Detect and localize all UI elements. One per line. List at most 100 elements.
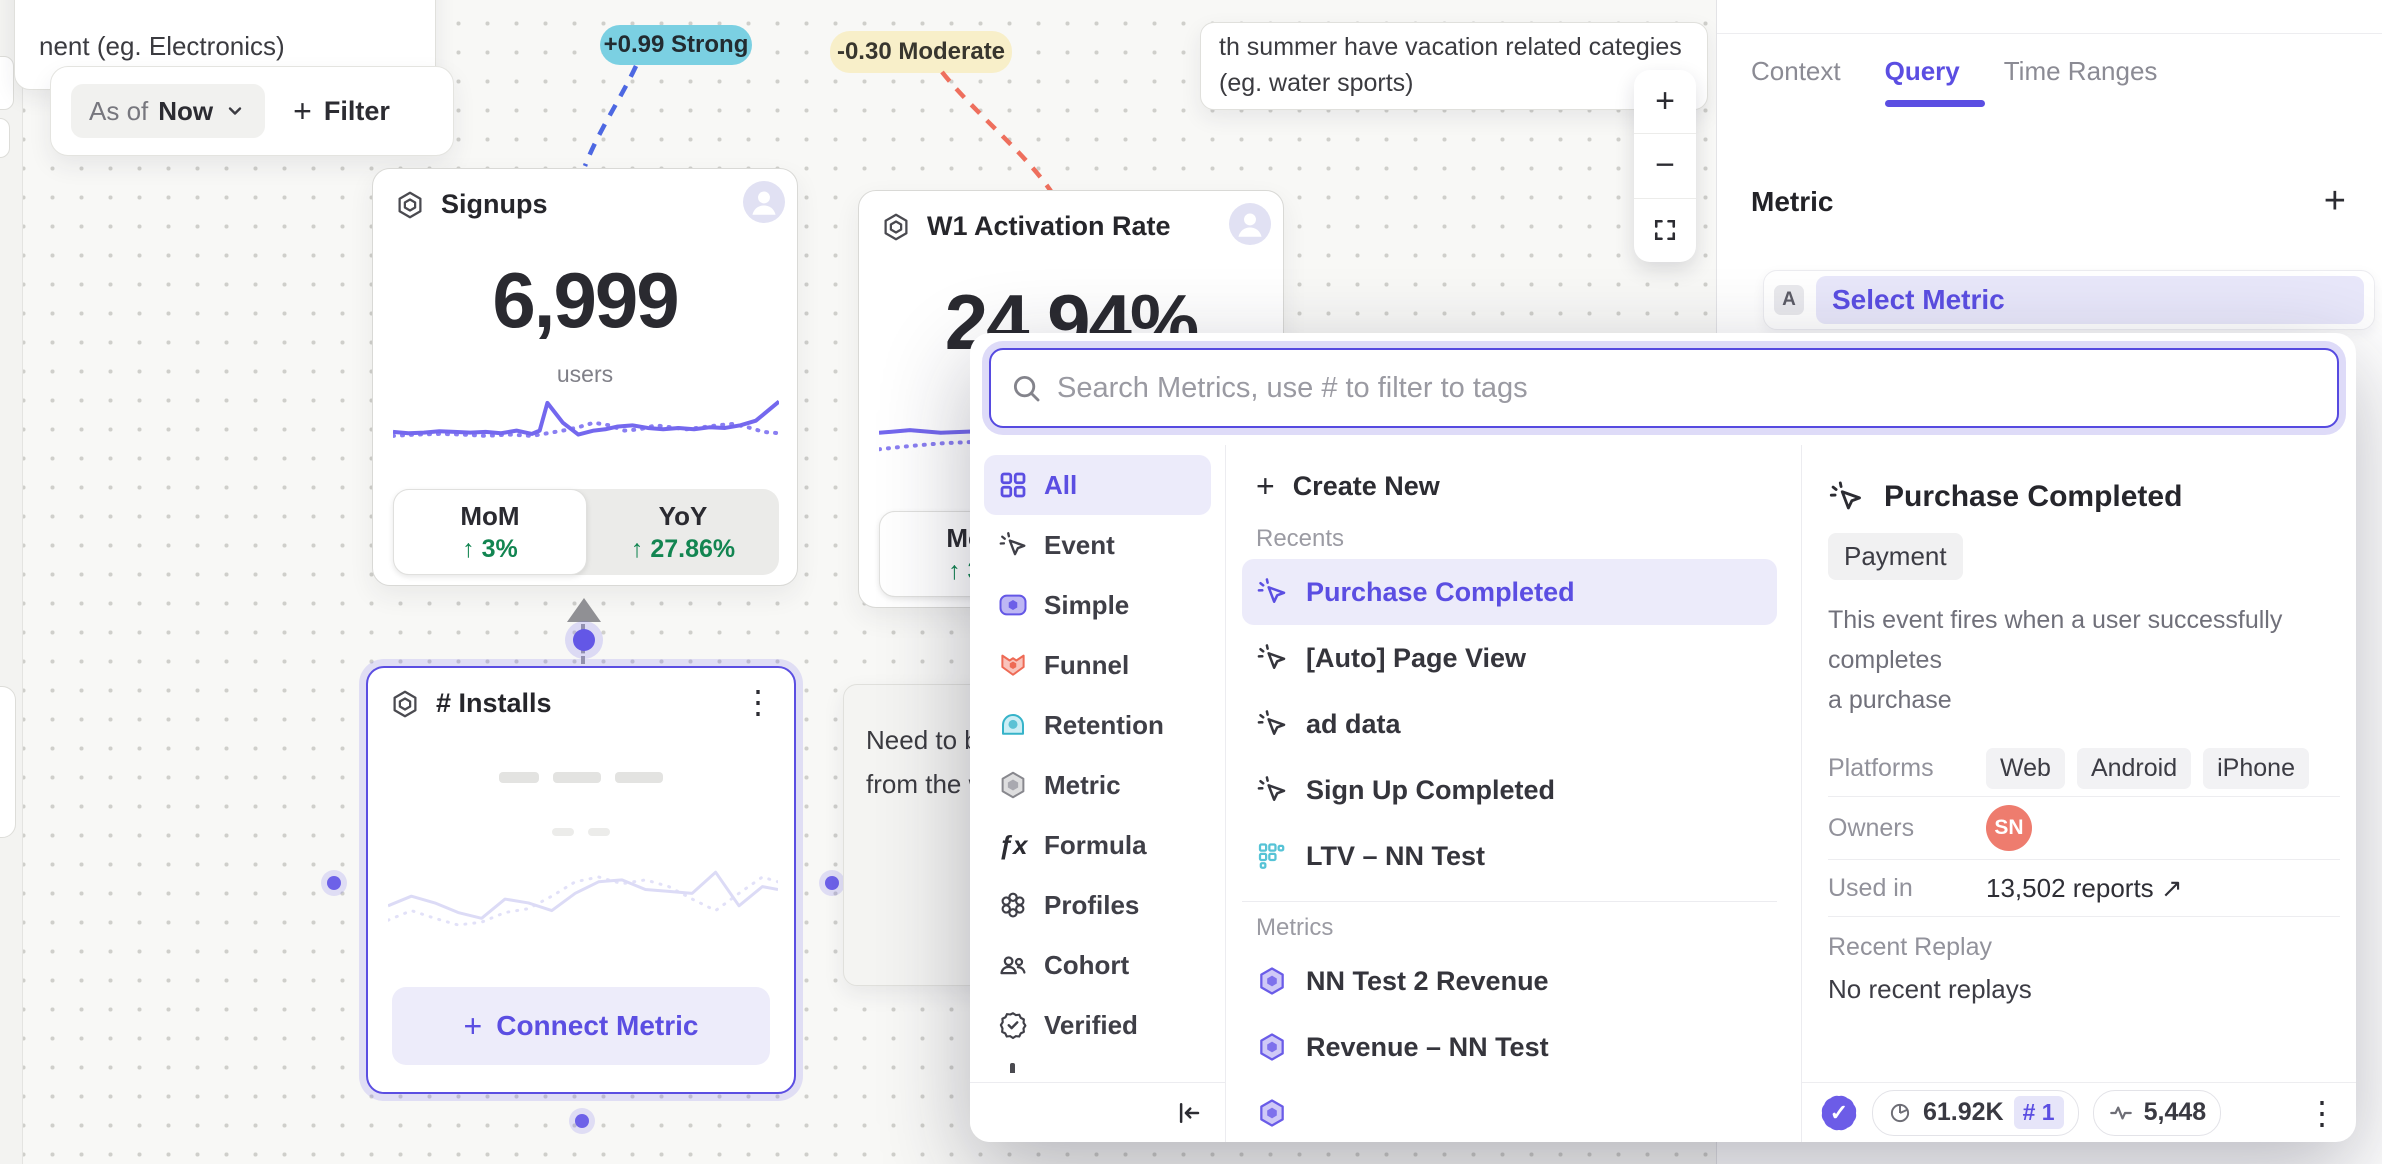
mom-delta: ↑ 3% bbox=[462, 534, 518, 563]
sparkline-chart bbox=[393, 391, 779, 457]
offscreen-toolbar-tab bbox=[0, 56, 14, 110]
canvas-zoom-controls: + − bbox=[1634, 70, 1696, 262]
connect-metric-button[interactable]: + Connect Metric bbox=[392, 987, 770, 1065]
fit-to-screen-button[interactable] bbox=[1634, 197, 1696, 262]
cohort-icon bbox=[998, 950, 1028, 980]
plus-icon: + bbox=[293, 93, 312, 129]
list-item-nn-test-2-revenue[interactable]: NN Test 2 Revenue bbox=[1242, 948, 1777, 1014]
list-item-sign-up-completed[interactable]: Sign Up Completed bbox=[1242, 757, 1777, 823]
category-formula[interactable]: ƒx Formula bbox=[984, 815, 1211, 875]
category-label: Event bbox=[1044, 529, 1115, 560]
event-icon bbox=[1256, 774, 1288, 806]
card-anchor-left[interactable] bbox=[327, 876, 341, 890]
reports-count: 61.92K bbox=[1923, 1098, 2004, 1126]
list-item-label: LTV – NN Test bbox=[1306, 840, 1486, 871]
fullscreen-icon bbox=[1654, 220, 1676, 241]
retention-icon bbox=[998, 710, 1028, 740]
list-item-auto-page-view[interactable]: [Auto] Page View bbox=[1242, 625, 1777, 691]
category-sidebar: All Event Simple Funnel Retention bbox=[970, 445, 1226, 1142]
create-new-button[interactable]: + Create New bbox=[1242, 457, 1777, 515]
add-filter-button[interactable]: + Filter bbox=[293, 95, 390, 127]
owners-label: Owners bbox=[1828, 813, 1915, 842]
sticky-note-summer[interactable]: th summer have vacation related categies… bbox=[1200, 22, 1708, 110]
comparison-toggle: MoM ↑ 3% YoY ↑ 27.86% bbox=[393, 489, 779, 575]
panel-divider bbox=[1717, 33, 2382, 34]
metric-search-input[interactable] bbox=[989, 348, 2339, 428]
recent-replay-value: No recent replays bbox=[1828, 974, 2032, 1004]
pie-chart-icon bbox=[1890, 1103, 1910, 1122]
zoom-out-button[interactable]: − bbox=[1634, 133, 1696, 197]
detail-footer: ✓ 61.92K # 1 5,448 ⋮ bbox=[1802, 1082, 2356, 1142]
note-text: nent (eg. Electronics) bbox=[39, 31, 285, 61]
used-in-reports-link[interactable]: 13,502 reports ↗ bbox=[1986, 872, 2183, 903]
category-all[interactable]: All bbox=[984, 455, 1211, 515]
platforms-label: Platforms bbox=[1828, 753, 1934, 782]
metrics-section-label: Metrics bbox=[1256, 914, 1334, 941]
platform-tag-android: Android bbox=[2076, 747, 2192, 789]
category-profiles[interactable]: Profiles bbox=[984, 875, 1211, 935]
list-item-ltv-nn-test[interactable]: LTV – NN Test bbox=[1242, 823, 1777, 889]
list-item-ad-data[interactable]: ad data bbox=[1242, 691, 1777, 757]
list-item-partial bbox=[1242, 1080, 1777, 1142]
platform-tag-web: Web bbox=[1986, 747, 2065, 789]
note-text-line2: (eg. water sports) bbox=[1219, 69, 1414, 97]
skeleton-value bbox=[368, 772, 794, 783]
detail-menu-kebab-icon[interactable]: ⋮ bbox=[2306, 1094, 2338, 1131]
avatar bbox=[1229, 203, 1271, 245]
ltv-grid-icon bbox=[1256, 840, 1288, 872]
collapse-sidebar-icon[interactable] bbox=[1173, 1098, 1203, 1128]
formula-icon: ƒx bbox=[998, 829, 1028, 860]
activity-pulse-icon bbox=[2109, 1106, 2132, 1119]
card-menu-kebab-icon[interactable]: ⋮ bbox=[742, 684, 774, 720]
reports-count-pill[interactable]: 61.92K # 1 bbox=[1872, 1089, 2079, 1136]
correlation-badge-moderate[interactable]: -0.30 Moderate bbox=[830, 31, 1012, 73]
offscreen-toolbar-tab bbox=[0, 118, 10, 158]
list-item-label: Sign Up Completed bbox=[1306, 774, 1555, 805]
card-anchor-bottom[interactable] bbox=[575, 1114, 589, 1128]
metric-hexagon-icon bbox=[390, 689, 420, 719]
event-icon bbox=[1256, 576, 1288, 608]
tab-time-ranges[interactable]: Time Ranges bbox=[2003, 56, 2158, 86]
funnel-icon bbox=[998, 650, 1028, 680]
category-metric[interactable]: Metric bbox=[984, 755, 1211, 815]
card-title: Signups bbox=[441, 189, 548, 219]
zoom-in-button[interactable]: + bbox=[1655, 82, 1675, 121]
metric-section-heading: Metric bbox=[1751, 186, 1834, 217]
card-anchor-right[interactable] bbox=[825, 876, 839, 890]
add-metric-button[interactable]: + bbox=[2323, 180, 2346, 222]
metric-badge-icon bbox=[1256, 965, 1288, 997]
list-item-purchase-completed[interactable]: Purchase Completed bbox=[1242, 559, 1777, 625]
tab-query[interactable]: Query bbox=[1884, 56, 1960, 86]
events-count-pill[interactable]: 5,448 bbox=[2092, 1089, 2222, 1136]
metric-hexagon-icon bbox=[395, 190, 425, 220]
mom-segment[interactable]: MoM ↑ 3% bbox=[393, 489, 587, 575]
as-of-dropdown[interactable]: As of Now bbox=[71, 84, 266, 138]
list-item-label: NN Test 2 Revenue bbox=[1306, 965, 1549, 996]
category-retention[interactable]: Retention bbox=[984, 695, 1211, 755]
select-metric-label: Select Metric bbox=[1816, 276, 2364, 324]
metric-list: + Create New Recents Purchase Completed … bbox=[1226, 445, 1802, 1142]
category-verified[interactable]: Verified bbox=[984, 995, 1211, 1055]
recent-replay-label: Recent Replay bbox=[1828, 933, 1992, 961]
category-funnel[interactable]: Funnel bbox=[984, 635, 1211, 695]
tab-context[interactable]: Context bbox=[1751, 56, 1841, 86]
mom-label: MoM bbox=[460, 500, 520, 531]
category-event[interactable]: Event bbox=[984, 515, 1211, 575]
event-icon bbox=[1828, 479, 1864, 515]
metric-hexagon-icon bbox=[998, 770, 1028, 800]
verified-icon bbox=[998, 1010, 1028, 1040]
metric-card-signups[interactable]: Signups 6,999 users MoM ↑ 3% YoY bbox=[372, 168, 798, 586]
category-cohort[interactable]: Cohort bbox=[984, 935, 1211, 995]
select-metric-row[interactable]: A Select Metric bbox=[1763, 270, 2375, 330]
connector-midpoint-handle[interactable] bbox=[573, 629, 595, 651]
list-item-revenue-nn-test[interactable]: Revenue – NN Test bbox=[1242, 1014, 1777, 1080]
event-icon bbox=[998, 530, 1028, 560]
owners-row: Owners SN bbox=[1828, 797, 2340, 860]
owner-avatar: SN bbox=[1986, 805, 2032, 851]
category-simple[interactable]: Simple bbox=[984, 575, 1211, 635]
yoy-segment[interactable]: YoY ↑ 27.86% bbox=[587, 489, 779, 575]
verified-badge-icon[interactable]: ✓ bbox=[1818, 1092, 1860, 1133]
metric-card-installs[interactable]: # Installs ⋮ + Connect Metric bbox=[366, 666, 796, 1094]
metric-search bbox=[989, 348, 2339, 428]
correlation-badge-strong[interactable]: +0.99 Strong bbox=[600, 25, 752, 65]
